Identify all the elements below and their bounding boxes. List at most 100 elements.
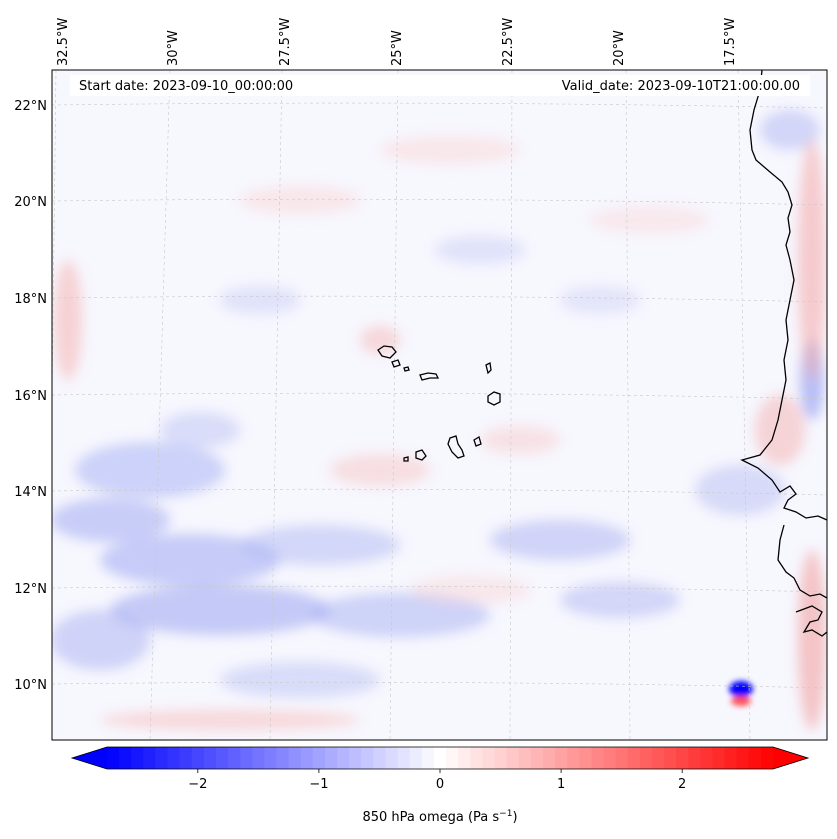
colorbar-cell	[530, 747, 544, 769]
lat-tick-label: 22°N	[14, 99, 47, 114]
africa-coastline	[740, 70, 827, 521]
lat-tick-label: 16°N	[14, 389, 47, 404]
colorbar-cell	[288, 747, 302, 769]
parallel	[52, 295, 827, 303]
omega-patch	[75, 442, 225, 498]
colorbar-cell	[615, 747, 629, 769]
map-background	[52, 70, 827, 740]
island-santo-antao	[377, 345, 397, 359]
colorbar-cell	[482, 747, 495, 769]
colorbar-cell	[179, 747, 193, 769]
lat-tick-label: 20°N	[14, 195, 47, 210]
omega-patch	[490, 520, 630, 560]
colorbar-outline	[70, 746, 810, 770]
colorbar-cell	[276, 747, 290, 769]
colorbar-cell	[700, 747, 713, 769]
coastlines	[377, 70, 827, 637]
colorbar-cell	[494, 747, 507, 769]
africa-coastline	[777, 524, 827, 599]
colorbar-cell	[252, 747, 265, 769]
island-santiago	[447, 435, 465, 459]
island-boa-vista	[487, 391, 501, 406]
colorbar-extend-min	[72, 747, 107, 769]
omega-patch	[220, 662, 380, 698]
meridian	[149, 70, 171, 740]
parallel	[52, 392, 827, 400]
colorbar-cell	[603, 747, 616, 769]
colorbar-cell	[760, 747, 774, 769]
africa-coastline	[795, 605, 827, 637]
omega-patch	[435, 236, 525, 264]
colorbar-cell	[228, 747, 241, 769]
omega-patch	[310, 593, 490, 637]
omega-patch	[560, 582, 680, 618]
colorbar-cell	[518, 747, 532, 769]
colorbar-cell	[167, 747, 181, 769]
colorbar-cell	[361, 747, 374, 769]
longitude-ticks: 32.5°W 30°W 27.5°W 25°W 22.5°W 20°W 17.5…	[56, 18, 738, 66]
meridian	[737, 70, 751, 740]
omega-patch	[480, 426, 560, 454]
parallel	[52, 102, 827, 109]
omega-core-red	[731, 696, 751, 706]
colorbar-cell	[385, 747, 399, 769]
island-brava	[403, 456, 409, 462]
colorbar-cell	[421, 747, 435, 769]
colorbar-cell	[724, 747, 738, 769]
omega-field	[52, 110, 826, 730]
colorbar-cell	[240, 747, 253, 769]
parallel	[52, 198, 827, 206]
omega-patch	[110, 585, 330, 635]
lon-tick-label: 32.5°W	[56, 18, 71, 66]
omega-patch	[100, 534, 280, 586]
island-sao-nicolau	[419, 372, 440, 381]
colorbar-cell	[555, 747, 568, 769]
colorbar-label-main: 850 hPa omega (Pa s	[362, 810, 499, 825]
omega-patch	[755, 395, 805, 465]
colorbar-label-close: )	[512, 810, 517, 825]
colorbar-cells	[107, 747, 774, 769]
colorbar-cell	[651, 747, 665, 769]
colorbar-ticks: −2 −1 0 1 2	[188, 769, 686, 792]
meridian	[509, 70, 513, 740]
gridlines	[52, 70, 827, 740]
meridian	[269, 70, 283, 740]
omega-patch	[760, 110, 820, 150]
colorbar-cell	[215, 747, 229, 769]
colorbar-cell	[119, 747, 132, 769]
colorbar-cell	[155, 747, 168, 769]
island-fogo	[415, 449, 427, 461]
colorbar-cell	[567, 747, 580, 769]
colorbar-label-exponent: −1	[499, 809, 512, 819]
parallel	[52, 488, 827, 496]
colorbar-cell	[107, 747, 120, 769]
lon-tick-label: 27.5°W	[278, 18, 293, 66]
colorbar-tick-label: 2	[678, 777, 686, 792]
lon-tick-label: 30°W	[166, 30, 181, 66]
colorbar-tick-label: −2	[188, 777, 207, 792]
omega-patch	[52, 610, 150, 670]
colorbar-cell	[337, 747, 350, 769]
colorbar-label: 850 hPa omega (Pa s−1)	[362, 809, 517, 825]
island-sao-vicente	[391, 359, 401, 368]
colorbar-cell	[639, 747, 653, 769]
colorbar-cell	[748, 747, 762, 769]
omega-patch	[560, 286, 640, 314]
lon-tick-label: 17.5°W	[723, 18, 738, 66]
colorbar-cell	[203, 747, 217, 769]
colorbar-cell	[373, 747, 386, 769]
island-santa-luzia	[403, 366, 410, 372]
colorbar-cell	[264, 747, 277, 769]
omega-patch	[160, 412, 240, 448]
omega-patch	[240, 525, 400, 565]
colorbar-cell	[542, 747, 556, 769]
lat-tick-label: 18°N	[14, 292, 47, 307]
omega-patch	[100, 710, 360, 730]
omega-patch	[330, 454, 430, 486]
colorbar-cell	[324, 747, 338, 769]
omega-patch	[380, 136, 520, 164]
omega-patch	[590, 206, 710, 234]
colorbar-cell	[433, 747, 447, 769]
omega-patch	[52, 498, 170, 542]
omega-patch	[798, 550, 826, 730]
